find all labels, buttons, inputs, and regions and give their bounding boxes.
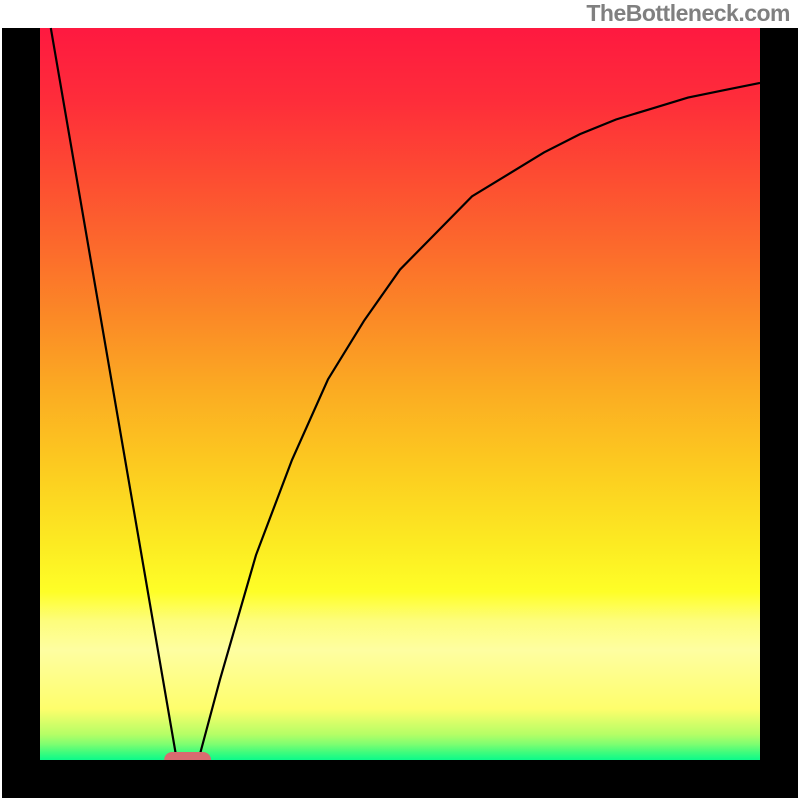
plot-background <box>40 28 760 760</box>
chart-svg <box>0 0 800 800</box>
chart-container: TheBottleneck.com <box>0 0 800 800</box>
watermark-text: TheBottleneck.com <box>586 0 790 27</box>
